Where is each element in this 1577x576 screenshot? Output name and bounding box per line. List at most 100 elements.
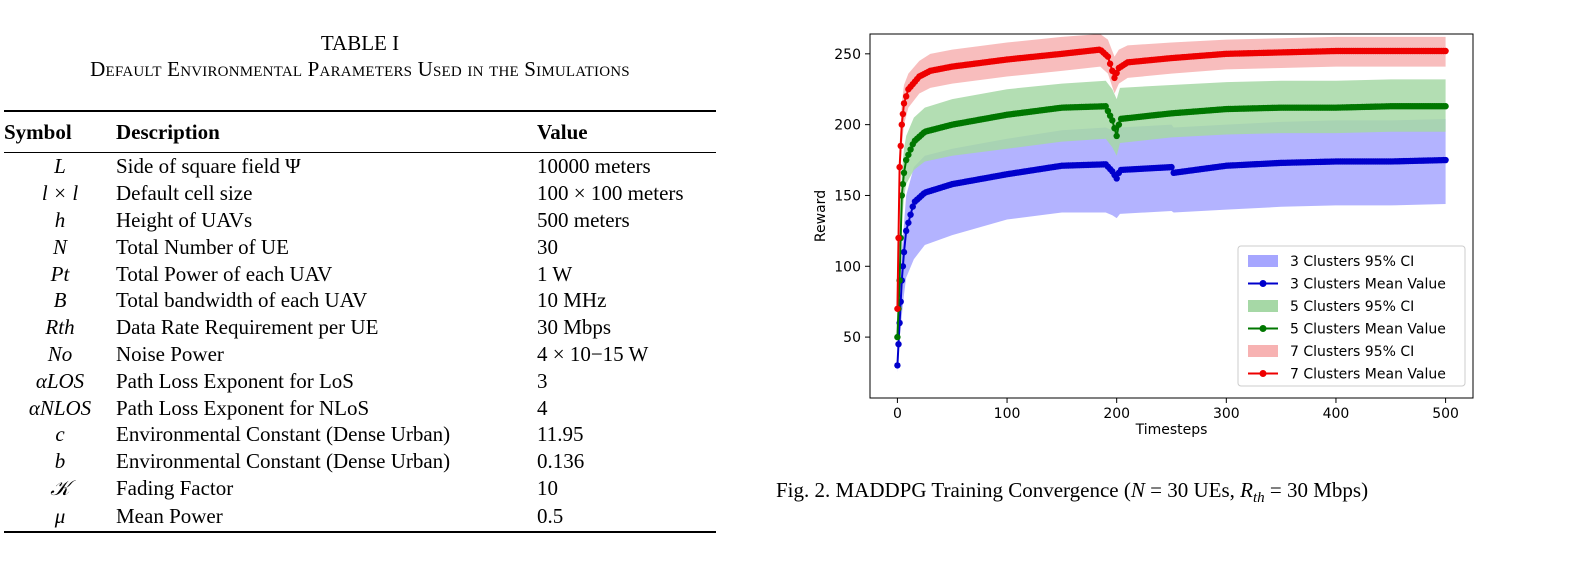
- y-tick-label: 50: [843, 330, 861, 346]
- header-description: Description: [116, 110, 537, 153]
- caption-eq1: = 30 UEs,: [1144, 478, 1241, 502]
- legend-ci-label: 7 Clusters 95% CI: [1290, 344, 1414, 360]
- marker-point-series-1: [1111, 124, 1118, 132]
- row-symbol: Pt: [50, 261, 70, 286]
- row-value: 11.95: [537, 422, 584, 447]
- y-tick-label: 150: [834, 188, 861, 204]
- row-description: Environmental Constant (Dense Urban): [116, 449, 451, 474]
- ci-band-series-2: [897, 34, 1446, 323]
- legend-mean-label: 7 Clusters Mean Value: [1290, 367, 1446, 383]
- row-description: Environmental Constant (Dense Urban): [116, 422, 451, 447]
- marker-point-series-0: [895, 340, 902, 348]
- marker-point-series-1: [907, 146, 914, 153]
- legend-mean-label: 5 Clusters Mean Value: [1290, 322, 1446, 338]
- row-symbol: No: [47, 341, 73, 366]
- row-symbol: B: [53, 288, 67, 313]
- ci-band-series-0: [897, 118, 1446, 373]
- row-description: Side of square field Ψ: [116, 154, 301, 179]
- row-symbol: N: [52, 234, 67, 259]
- row-description: Mean Power: [116, 501, 537, 534]
- marker-point-series-0: [900, 248, 908, 256]
- row-value: 0.136: [537, 449, 585, 474]
- marker-point-series-1: [1442, 103, 1449, 110]
- legend-ci-label: 5 Clusters 95% CI: [1290, 299, 1414, 315]
- table-row: Pt Total Power of each UAV 1 W: [4, 260, 716, 287]
- row-symbol: αLOS: [35, 368, 85, 393]
- row-value: 500 meters: [537, 207, 630, 232]
- row-description: Path Loss Exponent for NLoS: [116, 395, 370, 420]
- row-symbol: h: [54, 207, 66, 232]
- row-value: 4 × 10−15 W: [537, 341, 649, 366]
- legend-marker-swatch: [1259, 370, 1267, 377]
- row-description: Data Rate Requirement per UE: [116, 315, 379, 340]
- row-symbol: 𝒦: [50, 475, 70, 500]
- legend-ci-label: 3 Clusters 95% CI: [1290, 254, 1414, 270]
- table-body: L Side of square field Ψ 10000 meters l × l…: [4, 153, 716, 534]
- marker-point-series-0: [902, 227, 910, 235]
- marker-point-series-2: [1113, 69, 1120, 77]
- row-symbol: L: [54, 154, 66, 179]
- table-title: Default Environmental Parameters Used in…: [90, 57, 630, 81]
- table-row: Rth Data Rate Requirement per UE 30 Mbps: [4, 314, 716, 341]
- marker-point-series-1: [898, 192, 905, 199]
- legend-ci-swatch: [1248, 255, 1278, 267]
- row-symbol: μ: [4, 501, 116, 534]
- table-row: No Noise Power 4 × 10−15 W: [4, 341, 716, 368]
- row-description: Height of UAVs: [116, 207, 253, 232]
- row-description: Noise Power: [116, 341, 224, 366]
- marker-point-series-0: [909, 203, 916, 210]
- table-label: TABLE I: [320, 31, 400, 55]
- marker-point-series-1: [1113, 132, 1120, 140]
- header-value: Value: [537, 110, 716, 153]
- table-row: l × l Default cell size 100 × 100 meters: [4, 180, 716, 207]
- parameters-table: Symbol Description Value L Side of square…: [4, 110, 716, 534]
- table-row: μ Mean Power 0.5: [4, 501, 716, 534]
- table-row: B Total bandwidth of each UAV 10 MHz: [4, 287, 716, 314]
- marker-point-series-0: [1113, 175, 1120, 182]
- marker-point-series-2: [900, 100, 908, 107]
- x-tick-label: 200: [1103, 406, 1130, 422]
- caption-r: R: [1240, 478, 1253, 502]
- row-symbol: c: [55, 422, 65, 447]
- table-caption: TABLE I Default Environmental Parameters…: [4, 30, 716, 82]
- row-symbol: αNLOS: [28, 395, 92, 420]
- x-tick-label: 100: [994, 406, 1021, 422]
- marker-point-series-1: [905, 151, 912, 158]
- row-value: 30: [537, 234, 558, 259]
- plot-frame: [869, 33, 1474, 399]
- marker-point-series-1: [899, 180, 907, 188]
- marker-point-series-2: [1111, 74, 1118, 82]
- row-value: 10: [537, 475, 558, 500]
- marker-point-series-2: [897, 142, 904, 150]
- table-row: c Environmental Constant (Dense Urban) 11.…: [4, 421, 716, 448]
- marker-point-series-2: [1104, 53, 1112, 60]
- marker-point-series-2: [902, 93, 910, 100]
- marker-point-series-2: [898, 121, 905, 128]
- marker-point-series-1: [1115, 121, 1123, 128]
- marker-point-series-0: [899, 263, 907, 270]
- marker-point-series-0: [907, 211, 914, 218]
- row-symbol: Rth: [45, 315, 75, 340]
- legend-box: [1237, 245, 1466, 387]
- figure-caption: Fig. 2. MADDPG Training Convergence (N =…: [776, 478, 1368, 507]
- training-convergence-chart: 0 100 200 300 400 500 50 100 150 200 250 Timesteps R…: [813, 33, 1474, 438]
- row-value: 1 W: [537, 261, 573, 286]
- x-tick-label: 300: [1213, 406, 1240, 422]
- table-row: N Total Number of UE 30: [4, 233, 716, 260]
- x-tick-label: 400: [1323, 406, 1350, 422]
- marker-point-series-1: [894, 333, 901, 341]
- parameters-table-block: TABLE I Default Environmental Parameters…: [4, 30, 716, 534]
- row-symbol: l × l: [41, 181, 79, 206]
- caption-prefix: Fig. 2. MADDPG Training Convergence (: [776, 478, 1131, 502]
- marker-point-series-0: [894, 362, 901, 369]
- marker-point-series-2: [896, 163, 903, 171]
- legend-ci-swatch: [1248, 345, 1278, 357]
- caption-eq2: = 30 Mbps): [1264, 478, 1369, 502]
- table-header-row: Symbol Description Value: [4, 110, 716, 153]
- marker-point-series-2: [899, 110, 907, 118]
- row-description: Total Power of each UAV: [116, 261, 333, 286]
- figure-block: 0 100 200 300 400 500 50 100 150 200 250 Timesteps R…: [776, 0, 1576, 576]
- table-row: αLOS Path Loss Exponent for LoS 3: [4, 367, 716, 394]
- y-tick-label: 200: [834, 118, 861, 134]
- x-tick-label: 500: [1432, 406, 1459, 422]
